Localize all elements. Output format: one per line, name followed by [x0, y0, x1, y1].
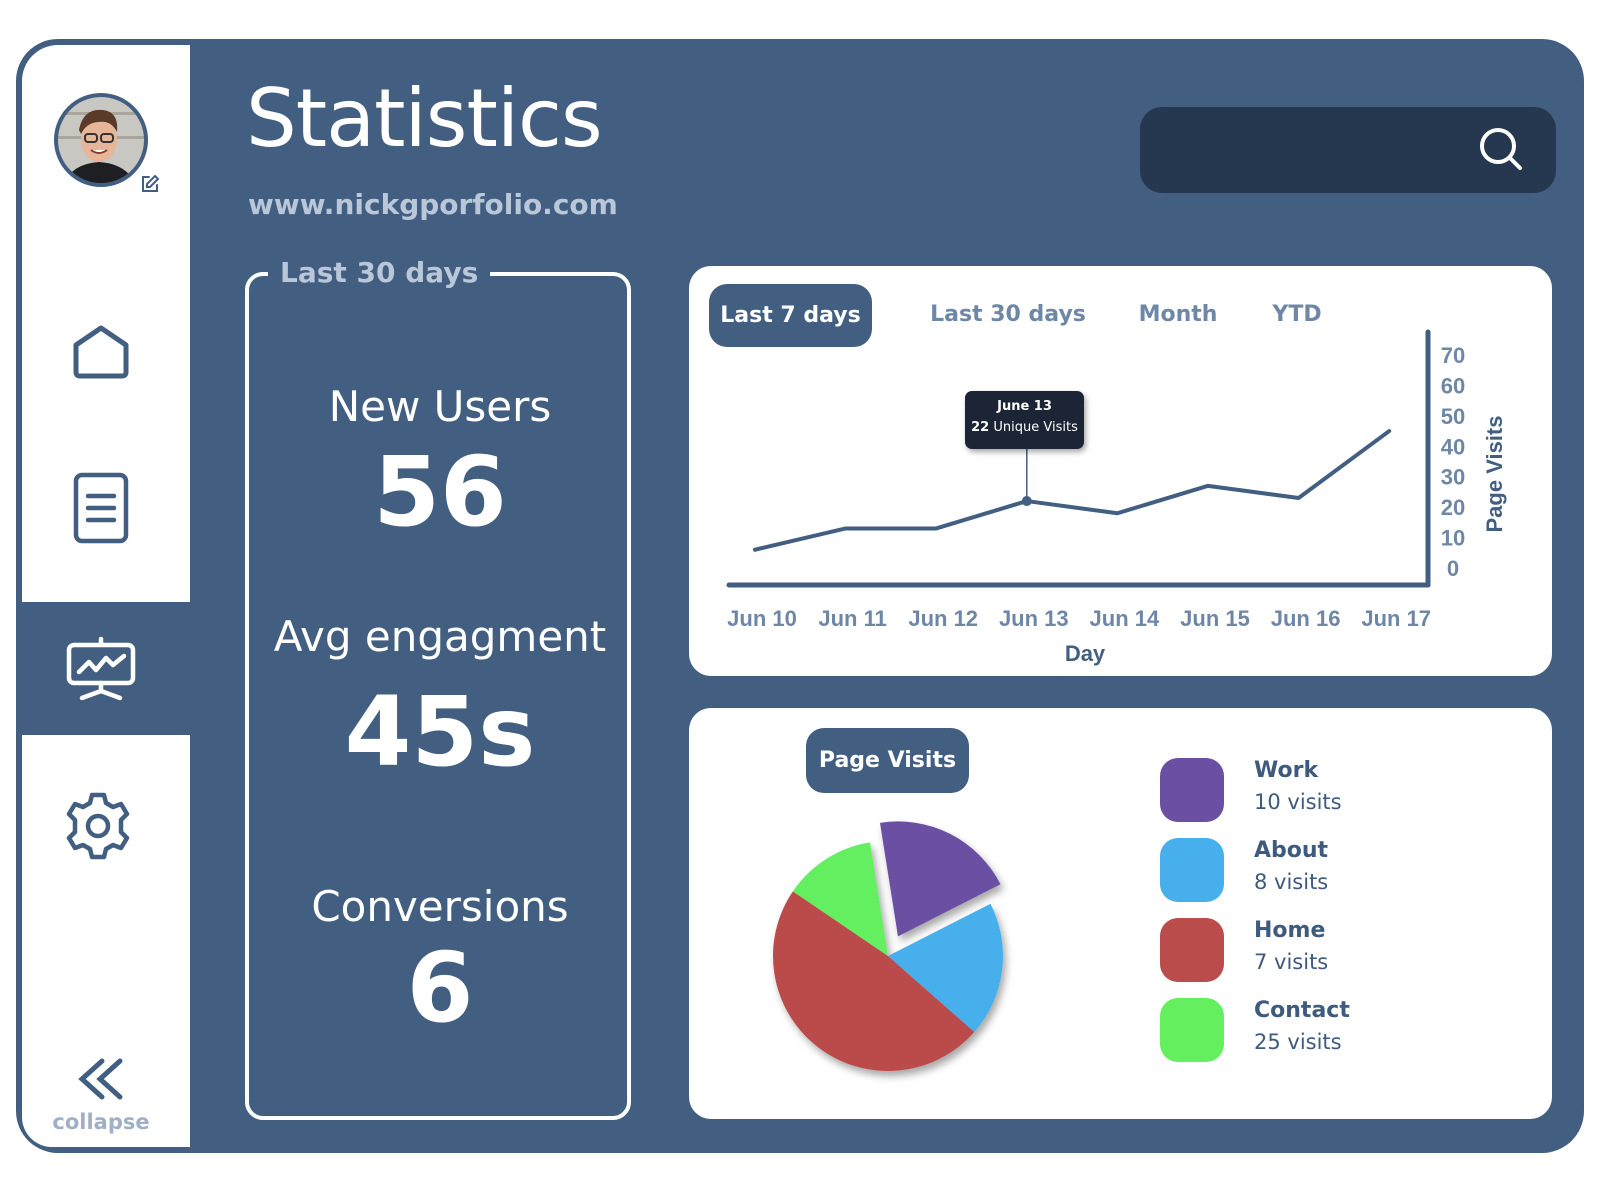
pie-slices: [773, 821, 1003, 1071]
home-icon: [73, 325, 129, 379]
legend-value: 10 visits: [1254, 790, 1342, 814]
search-input[interactable]: [1140, 107, 1556, 193]
pie-slice-work: [879, 821, 1001, 937]
pie-chart: [773, 821, 1003, 1071]
tab-last-7-days[interactable]: Last 7 days: [709, 284, 872, 347]
pie-chart-title: Page Visits: [806, 728, 969, 793]
y-tick-label: 70: [1441, 343, 1465, 368]
stat-value-new-users: 56: [373, 436, 507, 548]
x-axis-title: Day: [1065, 641, 1106, 666]
tooltip-value: 22: [971, 420, 990, 435]
legend-name: Contact: [1254, 998, 1350, 1023]
site-url: www.nickgporfolio.com: [248, 188, 618, 221]
collapse-label[interactable]: collapse: [52, 1110, 150, 1134]
legend-value: 8 visits: [1254, 870, 1329, 894]
legend-value: 7 visits: [1254, 950, 1329, 974]
avatar[interactable]: [53, 92, 149, 188]
y-tick-label: 0: [1447, 556, 1459, 581]
chart-tooltip: June 13 22 Unique Visits: [965, 391, 1084, 449]
y-tick-label: 10: [1441, 526, 1465, 551]
sidebar-active-highlight: [22, 602, 190, 735]
pie-slice-about: [888, 903, 1003, 1033]
stat-value-avg-engagement: 45s: [344, 676, 536, 788]
highlighted-data-point: [1021, 496, 1032, 507]
x-tick-label: Jun 16: [1271, 606, 1341, 631]
legend-name: Home: [1254, 918, 1326, 943]
stat-label-new-users: New Users: [328, 382, 552, 431]
y-tick-label: 40: [1441, 434, 1465, 459]
double-chevron-left-icon: [78, 1058, 123, 1100]
edit-avatar-icon[interactable]: [140, 174, 160, 194]
x-tick-label: Jun 17: [1361, 606, 1431, 631]
y-tick-label: 60: [1441, 373, 1465, 398]
search-icon[interactable]: [1476, 124, 1526, 174]
legend-item-work: Work 10 visits: [1160, 758, 1342, 822]
legend-swatch: [1160, 758, 1224, 822]
pie-slice-contact: [792, 842, 888, 956]
y-axis-title: Page Visits: [1482, 416, 1507, 533]
collapse-button[interactable]: [72, 1056, 130, 1102]
tooltip-suffix: Unique Visits: [993, 420, 1078, 435]
tooltip-title: June 13: [997, 399, 1052, 414]
legend-swatch: [1160, 838, 1224, 902]
document-icon: [73, 472, 129, 544]
stat-value-conversions: 6: [406, 932, 474, 1044]
legend-name: About: [1254, 838, 1329, 863]
legend-swatch: [1160, 918, 1224, 982]
x-tick-label: Jun 14: [1090, 606, 1160, 631]
x-tick-label: Jun 13: [999, 606, 1069, 631]
sidebar: [22, 45, 190, 1147]
sidebar-item-settings[interactable]: [60, 788, 136, 864]
stat-label-avg-engagement: Avg engagment: [273, 612, 607, 661]
sidebar-item-statistics[interactable]: [62, 632, 140, 706]
legend-name: Work: [1254, 758, 1319, 783]
x-tick-label: Jun 11: [818, 606, 886, 631]
legend-value: 25 visits: [1254, 1030, 1342, 1054]
x-tick-label: Jun 10: [727, 606, 797, 631]
x-tick-label: Jun 12: [908, 606, 978, 631]
legend-item-about: About 8 visits: [1160, 838, 1328, 902]
y-tick-label: 30: [1441, 465, 1465, 490]
y-tick-label: 20: [1441, 495, 1465, 520]
stat-label-conversions: Conversions: [311, 882, 569, 931]
sidebar-item-home[interactable]: [66, 316, 136, 386]
page-title: Statistics: [246, 72, 603, 165]
y-tick-label: 50: [1441, 404, 1465, 429]
tab-month[interactable]: Month: [1138, 302, 1218, 327]
summary-period-label: Last 30 days: [268, 256, 491, 289]
x-tick-label: Jun 15: [1180, 606, 1250, 631]
sidebar-item-documents[interactable]: [66, 472, 136, 544]
pie-slice-home: [773, 891, 975, 1071]
tab-ytd[interactable]: YTD: [1272, 302, 1322, 327]
gear-icon: [66, 792, 130, 860]
legend-item-home: Home 7 visits: [1160, 918, 1328, 982]
series-line: [753, 429, 1392, 552]
tab-last-30-days[interactable]: Last 30 days: [930, 302, 1086, 327]
legend-swatch: [1160, 998, 1224, 1062]
presentation-chart-icon: [66, 636, 136, 701]
legend-item-contact: Contact 25 visits: [1160, 998, 1350, 1062]
